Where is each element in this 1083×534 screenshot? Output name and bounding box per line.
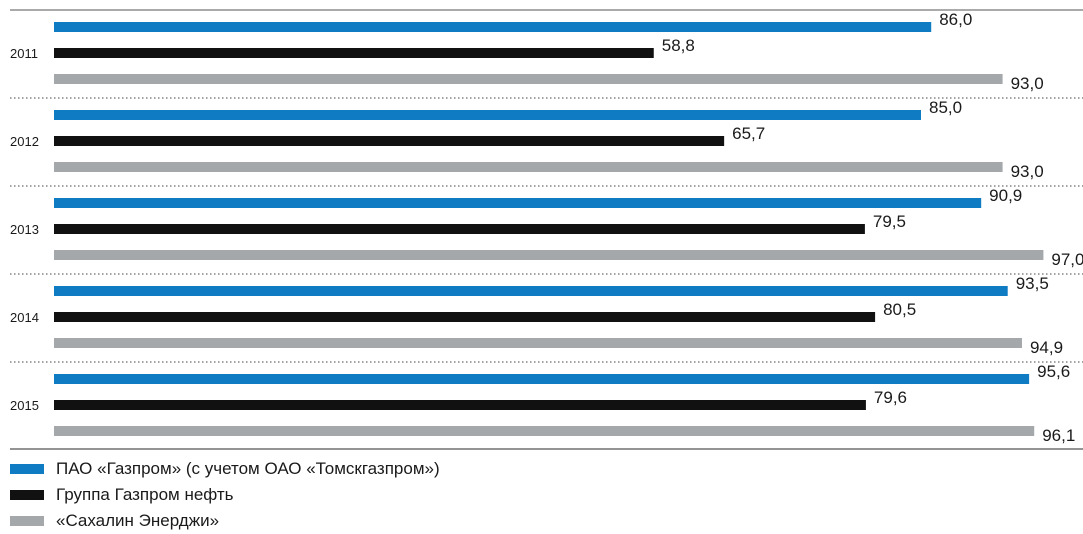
data-label: 79,5 [873,212,906,231]
legend-label-gazprom-neft: Группа Газпром нефть [56,485,234,504]
legend-item-sakhalin-energy: «Сахалин Энерджи» [10,508,440,534]
bar-gazprom-2012 [54,110,921,120]
legend-label-gazprom: ПАО «Газпром» (с учетом ОАО «Томскгазпро… [56,459,440,478]
bar-gazprom-2014 [54,286,1008,296]
bar-gazprom-2013 [54,198,982,208]
legend-item-gazprom: ПАО «Газпром» (с учетом ОАО «Томскгазпро… [10,456,440,482]
data-label: 97,0 [1051,250,1083,269]
bar-gazprom-neft-2014 [54,312,876,322]
legend-item-gazprom-neft: Группа Газпром нефть [10,482,440,508]
bar-sakhalin-energy-2013 [54,250,1044,260]
data-label: 86,0 [939,10,972,29]
data-label: 95,6 [1037,362,1070,381]
bar-sakhalin-energy-2014 [54,338,1022,348]
category-label: 2014 [10,310,39,325]
category-label: 2013 [10,222,39,237]
legend-swatch-gazprom-neft [10,490,44,500]
data-label: 58,8 [662,36,695,55]
bar-gazprom-neft-2013 [54,224,865,234]
legend-label-sakhalin-energy: «Сахалин Энерджи» [56,511,220,530]
data-label: 79,6 [874,388,907,407]
data-label: 90,9 [989,186,1022,205]
bar-chart: 2011 86,0 58,8 93,0 2012 85,0 65,7 93,0 2013 90,9… [10,9,1083,450]
bar-sakhalin-energy-2015 [54,426,1035,436]
bar-gazprom-2011 [54,22,932,32]
category-label: 2015 [10,398,39,413]
data-label: 93,5 [1016,274,1049,293]
legend-swatch-sakhalin-energy [10,516,44,526]
data-label: 96,1 [1042,426,1075,445]
data-label: 85,0 [929,98,962,117]
legend: ПАО «Газпром» (с учетом ОАО «Томскгазпро… [10,456,440,534]
data-label: 65,7 [732,124,765,143]
bar-sakhalin-energy-2011 [54,74,1003,84]
data-label: 80,5 [883,300,916,319]
legend-swatch-gazprom [10,464,44,474]
data-label: 93,0 [1011,162,1044,181]
bar-gazprom-neft-2015 [54,400,866,410]
bar-gazprom-neft-2012 [54,136,725,146]
bar-gazprom-2015 [54,374,1030,384]
data-label: 94,9 [1030,338,1063,357]
category-label: 2011 [10,46,38,61]
data-label: 93,0 [1011,74,1044,93]
bar-sakhalin-energy-2012 [54,162,1003,172]
category-label: 2012 [10,134,39,149]
bar-gazprom-neft-2011 [54,48,654,58]
